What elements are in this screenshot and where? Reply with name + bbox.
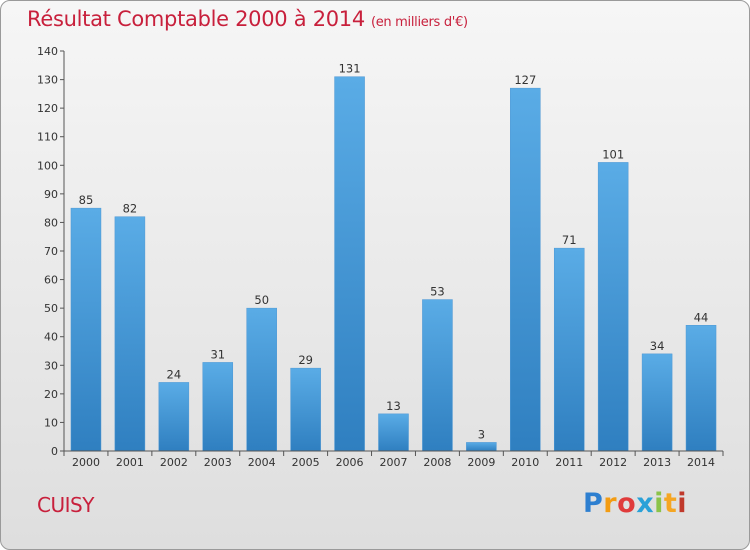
y-axis: 0 10 20 30 40 50 60 70 80 90 100 110 120 130 140	[37, 45, 65, 458]
data-label-2000: 85	[79, 193, 94, 207]
town-name: CUISY	[37, 493, 94, 517]
x-tick-label-2000: 2000	[72, 456, 100, 469]
logo-letter: r	[603, 488, 618, 519]
data-label-2004: 50	[254, 293, 269, 307]
data-label-2002: 24	[167, 367, 182, 381]
y-tick-label: 10	[44, 416, 58, 429]
bar-2009	[466, 442, 497, 452]
y-tick-label: 140	[37, 45, 58, 58]
y-tick-label: 80	[44, 216, 58, 229]
bar-2006	[334, 76, 365, 452]
bar-2007	[378, 413, 409, 452]
bar-2003	[202, 362, 234, 452]
data-label-2006: 131	[339, 62, 361, 76]
x-tick-label-2010: 2010	[511, 456, 539, 469]
bar-series: 85 82 24 31 50 29 131 13 53 3 127 71 101 34 44	[70, 62, 717, 452]
x-tick-label-2004: 2004	[248, 456, 276, 469]
data-label-2010: 127	[514, 73, 536, 87]
chart-title-text: Résultat Comptable 2000 à 2014	[27, 7, 365, 31]
logo-letter: x	[636, 488, 655, 519]
bar-2013	[641, 353, 673, 452]
proxiti-logo: Proxiti	[583, 488, 687, 519]
data-label-2008: 53	[430, 285, 445, 299]
y-tick-label: 40	[44, 331, 58, 344]
logo-letter: i	[654, 488, 664, 519]
data-label-2007: 13	[386, 399, 401, 413]
logo-letter: P	[583, 488, 604, 519]
x-tick-label-2005: 2005	[292, 456, 320, 469]
data-label-2011: 71	[562, 233, 577, 247]
y-tick-label: 100	[37, 159, 58, 172]
x-tick-label-2014: 2014	[687, 456, 715, 469]
data-label-2014: 44	[694, 310, 709, 324]
x-tick-label-2003: 2003	[204, 456, 232, 469]
x-tick-label-2009: 2009	[467, 456, 495, 469]
data-label-2003: 31	[210, 347, 225, 361]
x-tick-label-2008: 2008	[423, 456, 451, 469]
y-tick-label: 20	[44, 388, 58, 401]
bar-2012	[597, 162, 629, 452]
y-tick-label: 110	[37, 131, 58, 144]
data-label-2013: 34	[650, 339, 665, 353]
bar-2002	[158, 382, 190, 452]
data-label-2012: 101	[602, 147, 624, 161]
bar-2000	[70, 207, 102, 452]
y-tick-label: 70	[44, 245, 58, 258]
bar-2010	[510, 87, 541, 452]
x-tick-label-2002: 2002	[160, 456, 188, 469]
data-label-2001: 82	[123, 202, 138, 216]
x-tick-label-2007: 2007	[380, 456, 408, 469]
x-tick-label-2011: 2011	[555, 456, 583, 469]
x-tick-label-2006: 2006	[336, 456, 364, 469]
bar-2004	[246, 307, 277, 452]
y-tick-label: 30	[44, 359, 58, 372]
y-tick-label: 60	[44, 274, 58, 287]
y-tick-label: 90	[44, 188, 58, 201]
bar-2008	[422, 299, 453, 452]
y-tick-label: 50	[44, 302, 58, 315]
chart-title: Résultat Comptable 2000 à 2014 (en millie…	[27, 7, 468, 31]
data-label-2005: 29	[298, 353, 313, 367]
logo-letter: o	[617, 488, 637, 519]
data-label-2009: 3	[478, 427, 485, 441]
x-tick-label-2013: 2013	[643, 456, 671, 469]
x-tick-label-2001: 2001	[116, 456, 144, 469]
bar-2011	[553, 247, 585, 452]
bar-2005	[290, 367, 321, 452]
chart-subtitle: (en milliers d'€)	[370, 15, 468, 30]
logo-letter: t	[663, 488, 678, 519]
y-tick-label: 130	[37, 74, 58, 87]
logo-letter: i	[677, 488, 688, 519]
y-tick-label: 120	[37, 102, 58, 115]
x-axis: 2000 2001 2002 2003 2004 2005 2006 2007 2008 2009…	[63, 450, 724, 469]
x-tick-label-2012: 2012	[599, 456, 627, 469]
y-tick-label: 0	[51, 445, 58, 458]
bar-2001	[114, 216, 146, 452]
bar-2014	[685, 325, 717, 452]
